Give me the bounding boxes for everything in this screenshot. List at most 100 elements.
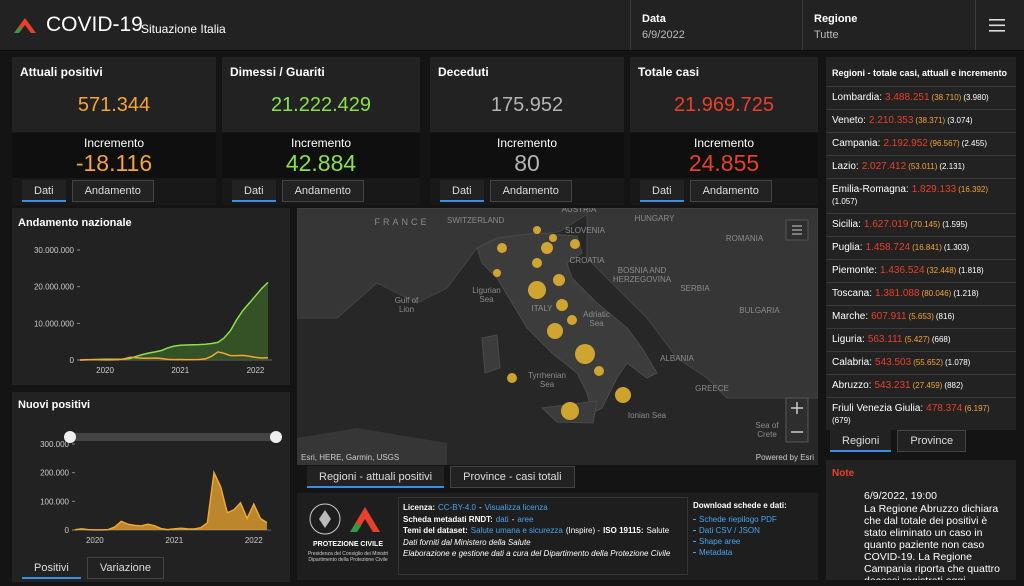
y-tick-label: 300.000 — [40, 440, 69, 449]
info-link[interactable]: Salute umana e sicurezza — [470, 526, 563, 535]
increment-box: Incremento -18.116 — [12, 133, 216, 178]
download-link[interactable]: Metadata — [699, 548, 733, 557]
region-row[interactable]: Calabria: 543.503 (55.652) (1.078) — [826, 352, 1016, 375]
new-cases-panel: Nuovi positivi 0 100.000 200.000 300.000 2020… — [12, 392, 290, 582]
region-row[interactable]: Marche: 607.911 (5.653) (816) — [826, 306, 1016, 329]
download-link[interactable]: Schede riepilogo PDF — [699, 515, 777, 524]
region-increment: (1.057) — [832, 197, 858, 206]
region-increment: (882) — [944, 381, 964, 390]
bullet — [693, 519, 696, 520]
map-label: Ligurian Sea — [472, 286, 501, 304]
region-row[interactable]: Liguria: 563.111 (5.427) (668) — [826, 329, 1016, 352]
map-label: Gulf of Lion — [394, 296, 419, 314]
increment-value: 42.884 — [285, 150, 357, 176]
tab[interactable]: Province — [897, 430, 967, 452]
tab[interactable]: Dati — [640, 180, 684, 202]
region-name: Puglia: — [832, 242, 863, 253]
date-value[interactable]: 6/9/2022 — [642, 29, 685, 41]
region-row[interactable]: Sicilia: 1.627.019 (70.145) (1.595) — [826, 214, 1016, 237]
map-label: BOSNIA AND HERZEGOVINA — [612, 266, 672, 284]
info-text: - — [511, 514, 515, 524]
note-title: Note — [832, 468, 855, 479]
map-label: BULGARIA — [739, 306, 780, 315]
region-value[interactable]: Tutte — [814, 29, 839, 41]
region-total: 2.192.952 — [883, 138, 928, 149]
x-tick-label: 2021 — [165, 536, 183, 545]
map-label: AUSTRIA — [561, 208, 597, 214]
tab[interactable]: Andamento — [489, 180, 572, 202]
map-label: Tyrrhenian Sea — [528, 371, 566, 389]
region-row[interactable]: Emilia-Romagna: 1.829.133 (16.392) (1.057) — [826, 179, 1016, 214]
tab[interactable]: Province - casi totali — [450, 466, 575, 488]
region-increment: (2.131) — [939, 162, 965, 171]
region-row[interactable]: Friuli Venezia Giulia: 478.374 (6.197) (679… — [826, 398, 1016, 430]
y-tick-label: 10.000.000 — [34, 319, 75, 328]
stat-card: Deceduti 175.952 Incremento 80 Dati Andamento — [430, 57, 624, 205]
map-label: CROATIA — [569, 256, 605, 265]
line — [79, 351, 269, 361]
stat-card: Dimessi / Guariti 21.222.429 Incremento 42.… — [222, 57, 420, 205]
region-row[interactable]: Piemonte: 1.436.524 (32.448) (1.818) — [826, 260, 1016, 283]
region-row[interactable]: Lombardia: 3.488.251 (38.710) (3.980) — [826, 87, 1016, 110]
y-tick-label: 200.000 — [40, 469, 69, 478]
tab[interactable]: Dati — [22, 180, 66, 202]
region-increment: (3.074) — [947, 116, 973, 125]
region-row[interactable]: Lazio: 2.027.412 (53.011) (2.131) — [826, 156, 1016, 179]
increment-label: Incremento — [693, 136, 755, 150]
x-tick-label: 2020 — [86, 536, 104, 545]
info-text: Licenza: — [403, 503, 436, 512]
region-current: (5.427) — [904, 335, 930, 344]
tab[interactable]: Variazione — [86, 557, 165, 579]
tab[interactable]: Regioni - attuali positivi — [307, 466, 445, 488]
info-link[interactable]: dati — [495, 514, 509, 524]
region-increment: (1.818) — [958, 266, 984, 275]
region-increment: (3.980) — [963, 93, 989, 102]
app-title: COVID-19 — [46, 13, 143, 36]
region-total: 563.111 — [867, 334, 903, 345]
info-link[interactable]: CC-BY-4.0 — [438, 503, 476, 512]
download-item: Dati CSV / JSON — [693, 525, 777, 536]
region-name: Piemonte: — [832, 265, 878, 276]
info-line: Elaborazione e gestione dati a cura del … — [403, 548, 683, 560]
region-row[interactable]: Toscana: 1.381.088 (80.046) (1.218) — [826, 283, 1016, 306]
menu-button[interactable] — [989, 19, 1005, 32]
map-powered-by[interactable]: Powered by Esri — [755, 453, 814, 462]
tab[interactable]: Dati — [232, 180, 276, 202]
card-header: Attuali positivi 571.344 — [12, 57, 216, 132]
region-increment: (1.218) — [953, 289, 979, 298]
download-link[interactable]: Dati CSV / JSON — [699, 526, 760, 535]
region-row[interactable]: Veneto: 2.210.353 (38.371) (3.074) — [826, 110, 1016, 133]
regions-title: Regioni - totale casi, attuali e increme… — [826, 57, 1016, 87]
download-link[interactable]: Shape aree — [699, 537, 741, 546]
info-line: Temi del dataset: Salute umana e sicurezz… — [403, 525, 683, 537]
map-label: Sea of Crete — [755, 421, 779, 439]
increment-label: Incremento — [290, 136, 352, 150]
map[interactable]: FRANCE SWITZERLAND AUSTRIA HUNGARY SLOVENIA R… — [297, 208, 818, 465]
tab[interactable]: Regioni — [830, 430, 892, 452]
logo-title: PROTEZIONE CIVILE — [312, 541, 383, 548]
region-row[interactable]: Campania: 2.192.952 (96.567) (2.455) — [826, 133, 1016, 156]
increment-value: 80 — [514, 150, 540, 176]
info-link[interactable]: Visualizza licenza — [484, 503, 548, 512]
increment-label: Incremento — [83, 136, 145, 150]
region-increment: (2.455) — [961, 139, 988, 148]
region-row[interactable]: Puglia: 1.458.724 (16.841) (1.303) — [826, 237, 1016, 260]
trend-chart: Andamento nazionale 0 10.000.000 20.000.000… — [18, 217, 272, 375]
regions-panel: Regioni - totale casi, attuali e increme… — [826, 57, 1016, 430]
bullet — [693, 552, 696, 553]
tab[interactable]: Andamento — [281, 180, 364, 202]
tab[interactable]: Dati — [440, 180, 484, 202]
map-label: ALBANIA — [660, 354, 694, 363]
tab[interactable]: Andamento — [689, 180, 772, 202]
card-title: Totale casi — [638, 65, 700, 79]
app-subtitle: Situazione Italia — [141, 22, 226, 36]
tab[interactable]: Positivi — [22, 557, 81, 579]
download-item: Schede riepilogo PDF — [693, 514, 777, 525]
bullet — [693, 541, 696, 542]
map-label: SLOVENIA — [565, 226, 606, 235]
info-link[interactable]: aree — [517, 514, 534, 524]
note-text: La Regione Abruzzo dichiara che dal tota… — [864, 503, 1000, 580]
region-row[interactable]: Abruzzo: 543.231 (27.459) (882) — [826, 375, 1016, 398]
region-name: Liguria: — [832, 334, 865, 345]
tab[interactable]: Andamento — [71, 180, 154, 202]
